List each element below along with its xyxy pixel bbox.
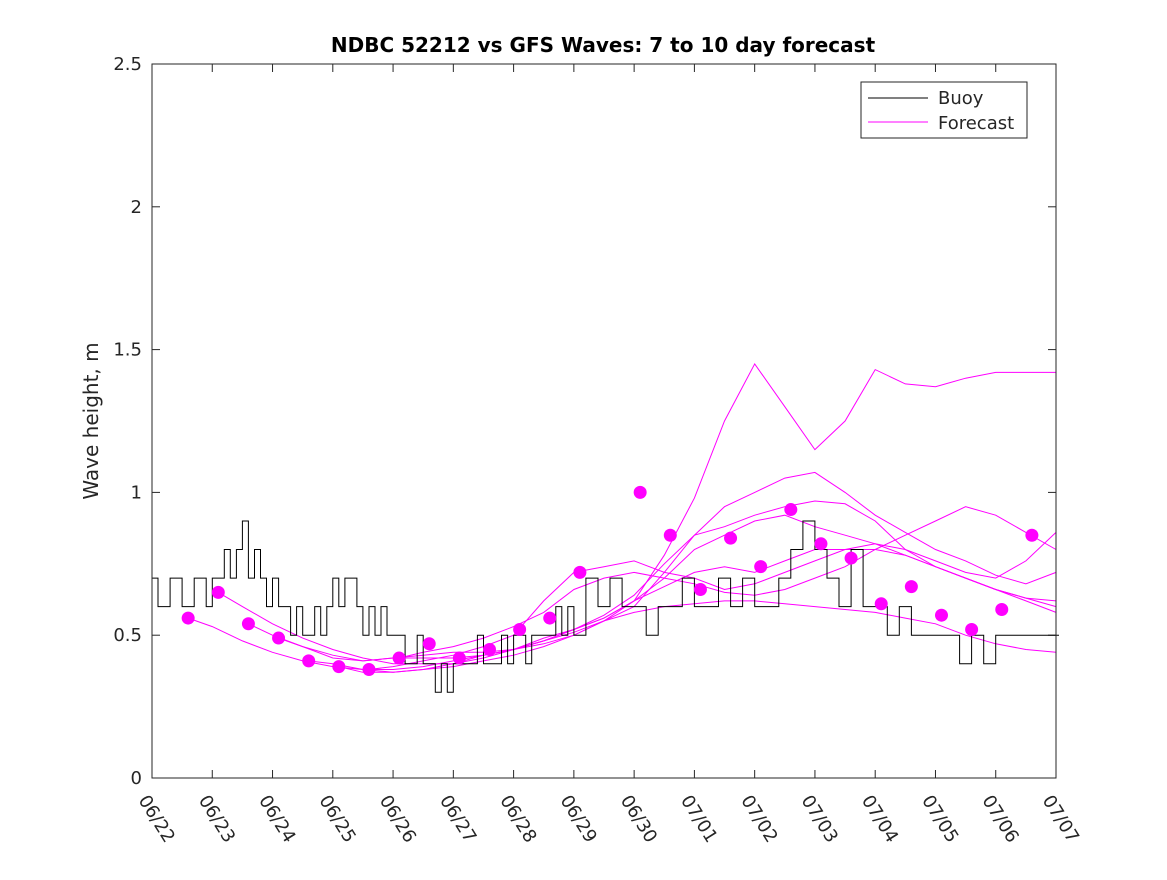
forecast-marker [1025, 528, 1039, 542]
legend: Buoy Forecast [860, 81, 1028, 139]
forecast-marker [422, 637, 436, 651]
forecast-marker [633, 485, 647, 499]
forecast-run-line [398, 506, 1057, 659]
plot-area [151, 63, 1057, 779]
forecast-marker [995, 602, 1009, 616]
y-tick-label: 0.5 [113, 625, 142, 646]
forecast-marker [663, 528, 677, 542]
forecast-marker [754, 560, 768, 574]
forecast-marker [272, 631, 286, 645]
forecast-marker [302, 654, 316, 668]
y-tick-label: 2 [131, 197, 142, 218]
y-tick-label: 2.5 [113, 54, 142, 75]
forecast-marker [904, 580, 918, 594]
buoy-line [152, 520, 1059, 693]
forecast-marker [362, 662, 376, 676]
plot-frame [151, 63, 1057, 779]
forecast-marker [392, 651, 406, 665]
forecast-marker [784, 503, 798, 517]
forecast-marker [513, 622, 527, 636]
y-tick-label: 1.5 [113, 340, 142, 361]
forecast-marker [211, 585, 225, 599]
forecast-marker [332, 660, 346, 674]
forecast-marker [482, 642, 496, 656]
forecast-marker [844, 551, 858, 565]
legend-buoy-label: Buoy [938, 88, 984, 109]
forecast-marker [543, 611, 557, 625]
forecast-marker [693, 583, 707, 597]
forecast-marker [181, 611, 195, 625]
forecast-run-line [368, 532, 1057, 670]
forecast-marker [965, 622, 979, 636]
forecast-marker [452, 651, 466, 665]
y-tick-label: 0 [131, 768, 142, 789]
forecast-marker [874, 597, 888, 611]
y-axis-label: Wave height, m [79, 342, 103, 499]
forecast-marker [814, 537, 828, 551]
legend-box [860, 81, 1028, 139]
forecast-marker [573, 565, 587, 579]
forecast-marker [934, 608, 948, 622]
y-tick-label: 1 [131, 482, 142, 503]
forecast-marker [241, 617, 255, 631]
forecast-marker [724, 531, 738, 545]
forecast-run-line [188, 600, 1057, 670]
chart-title: NDBC 52212 vs GFS Waves: 7 to 10 day for… [331, 33, 876, 57]
legend-forecast-label: Forecast [938, 113, 1014, 134]
